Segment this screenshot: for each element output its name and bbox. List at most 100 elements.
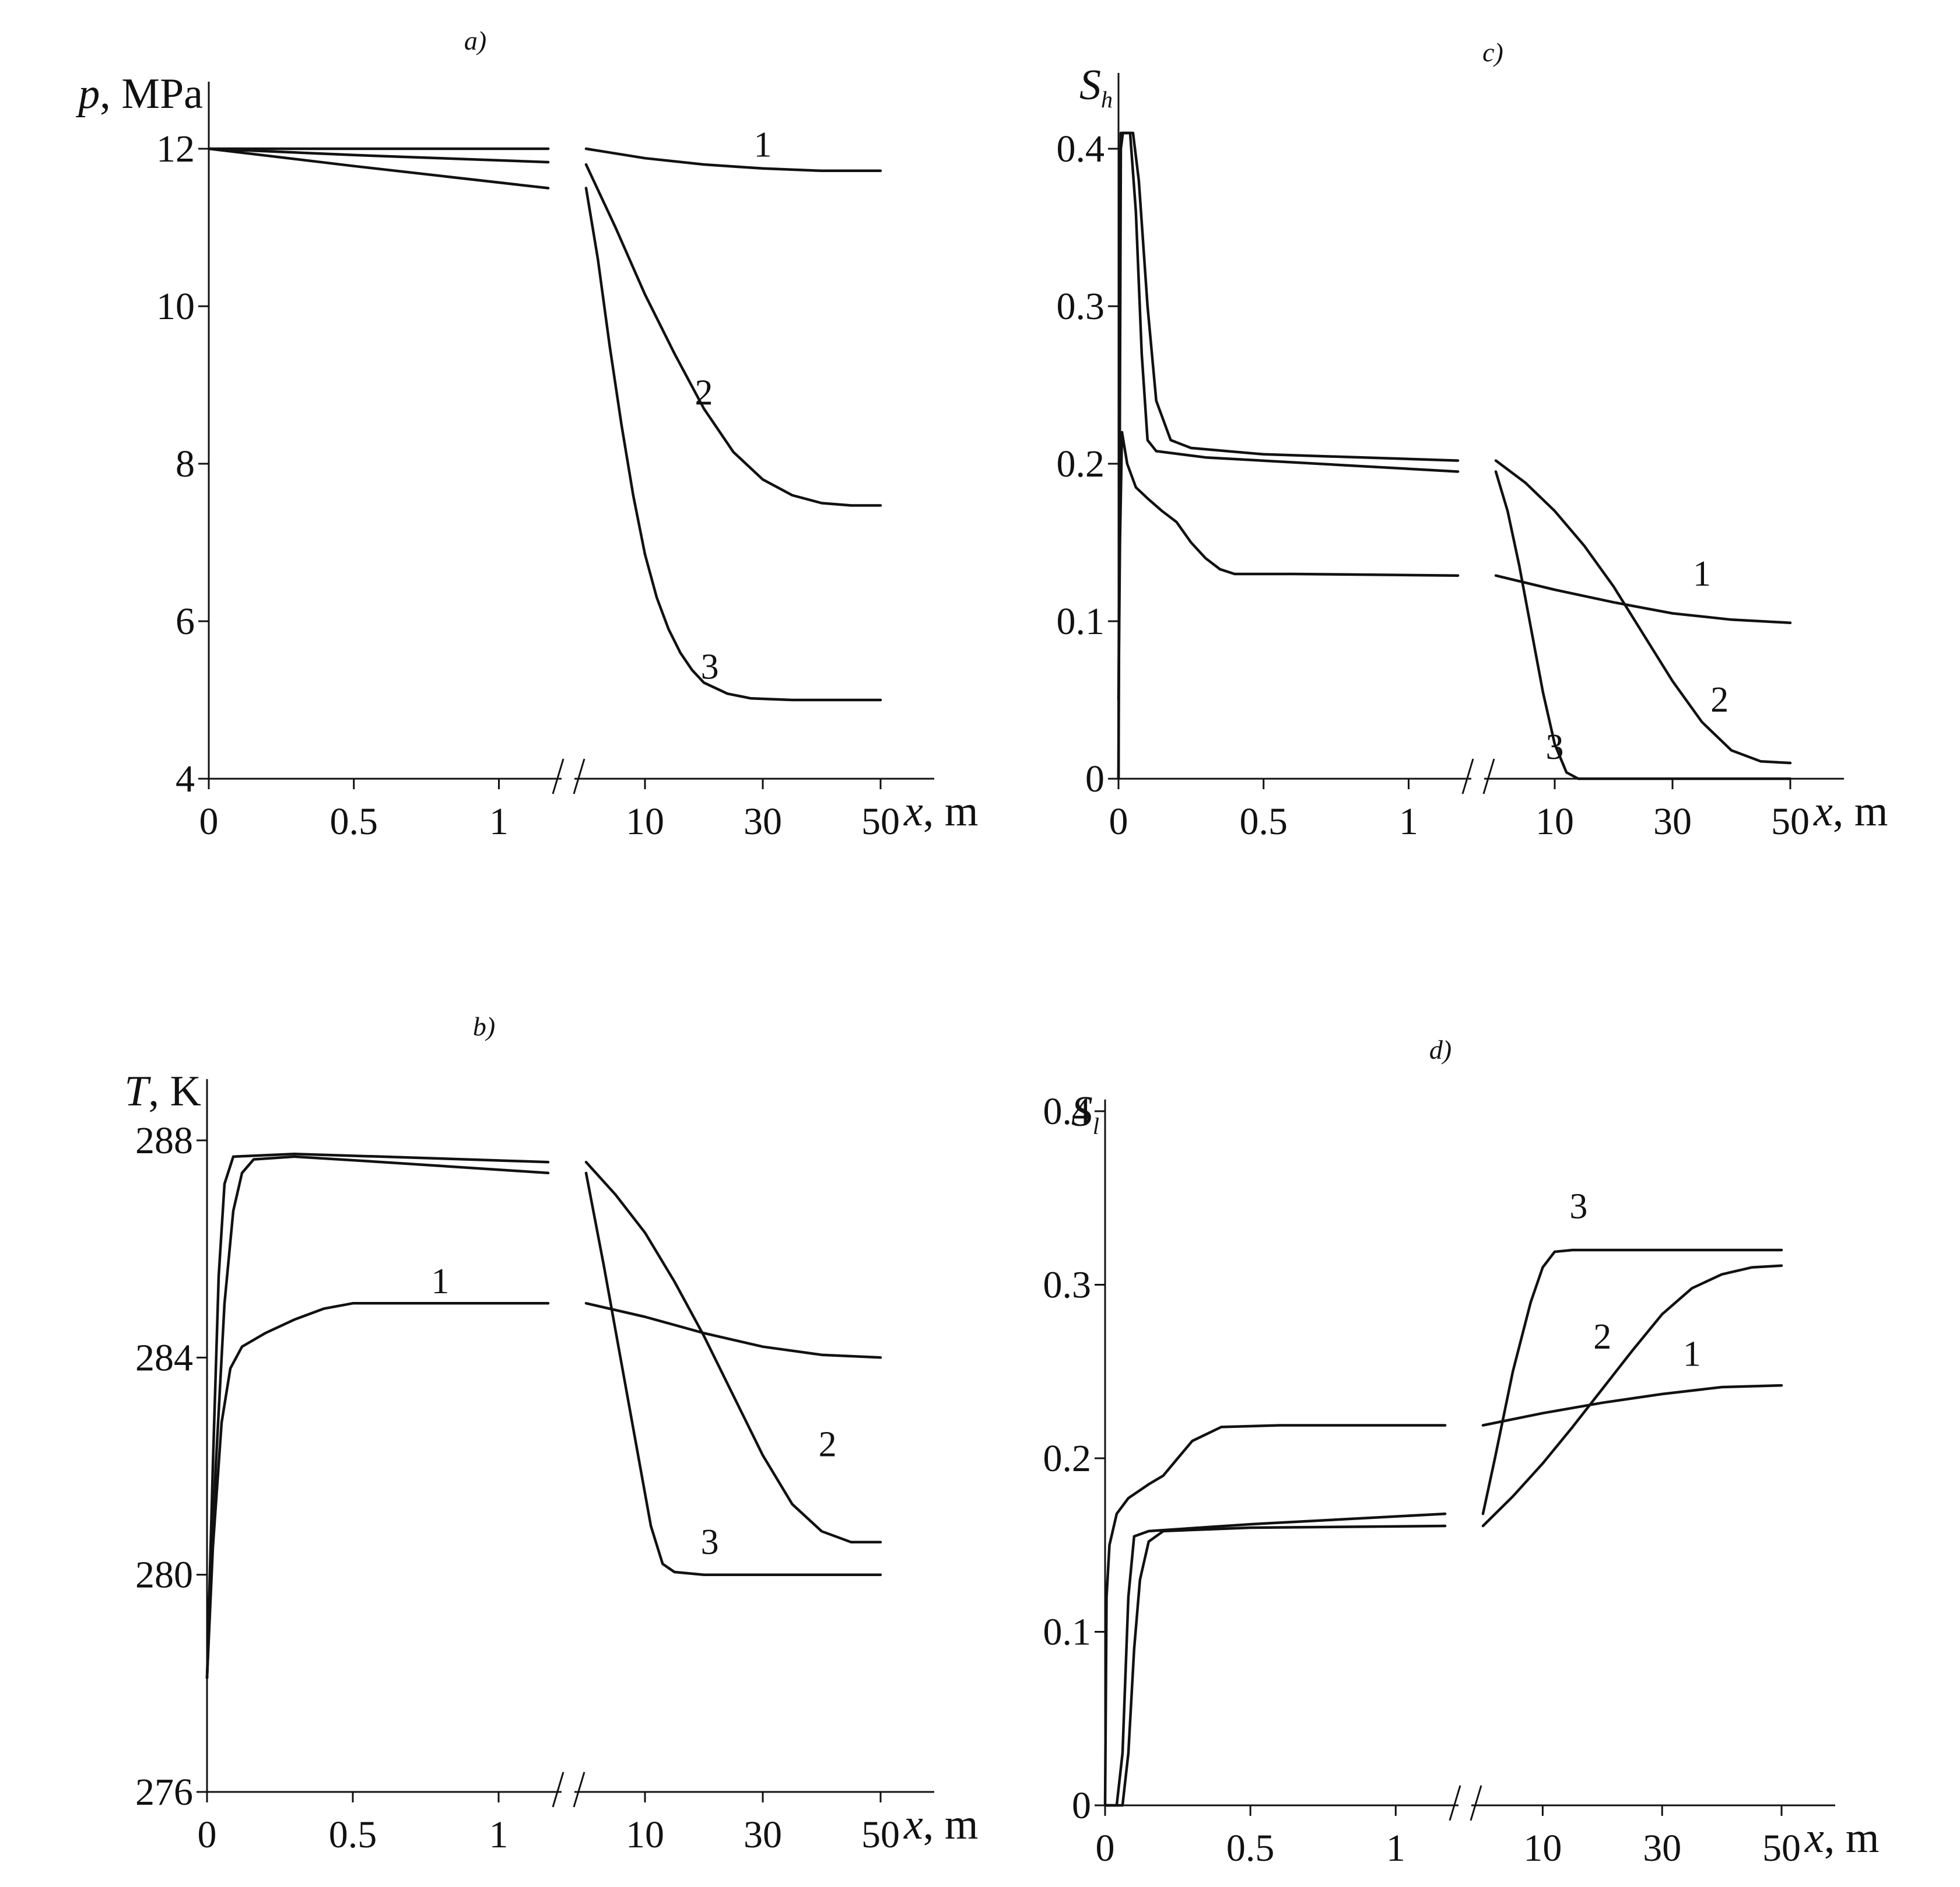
y-axis-symbol: S [1071,1088,1093,1136]
series-label-2: 2 [1593,1317,1611,1357]
y-tick-label: 12 [156,128,195,170]
x-tick-label: 0.5 [1240,800,1288,843]
x-tick-label: 0 [1096,1827,1115,1870]
series-2-line-segment-1 [1117,131,1460,780]
axis-break-mark [1449,1785,1461,1821]
axis-break-mark [552,758,564,794]
x-tick-label: 30 [1653,800,1692,843]
series-label-2: 2 [695,373,713,413]
y-axis-subscript: l [1093,1113,1099,1139]
y-tick-label: 284 [135,1336,193,1379]
series-label-3: 3 [1569,1187,1587,1227]
axis-break-mark [1470,1785,1482,1821]
y-axis-symbol: S [1079,61,1101,109]
y-tick-label: 0.2 [1043,1437,1092,1480]
series-label-3: 3 [701,647,719,687]
y-tick-label: 0.1 [1057,600,1105,643]
y-tick-label: 276 [135,1771,193,1814]
series-label-1: 1 [1683,1335,1701,1374]
series-3-line-segment-1 [1103,1512,1447,1807]
y-tick-label: 0 [1085,758,1105,800]
y-tick-label: 0.3 [1043,1264,1092,1307]
series-1-line-segment-1 [1117,430,1460,702]
series-1-line-segment-2 [584,147,882,173]
panel-title: b) [473,1011,495,1041]
x-tick-label: 50 [861,800,900,843]
series-2-line-segment-1 [207,147,550,164]
y-axis-label: T, K [124,1067,201,1115]
y-axis-label: p, MPa [75,70,203,118]
series-2-line-segment-2 [584,1160,882,1544]
x-axis-label: x, m [1804,1814,1879,1862]
series-3-line-segment-1 [205,1153,550,1679]
x-tick-label: 50 [1771,800,1810,843]
x-tick-label: 30 [1643,1827,1681,1870]
series-1-line-segment-2 [584,1302,882,1359]
x-axis-symbol: x [1804,1814,1824,1862]
axis-break-mark [573,1772,585,1808]
x-tick-label: 0.5 [1226,1827,1275,1870]
y-axis-unit: , K [149,1067,201,1115]
axis-break-mark [1482,758,1495,794]
series-2-line-segment-1 [205,1155,550,1679]
x-tick-label: 0.5 [330,800,378,843]
x-axis-symbol: x [1813,787,1833,835]
series-label-3: 3 [1546,727,1564,767]
y-axis-symbol: p [75,70,100,118]
series-1-line-segment-2 [1494,574,1792,624]
series-label-1: 1 [1693,554,1711,594]
y-tick-label: 0.2 [1057,443,1105,485]
x-tick-label: 0 [1109,800,1128,843]
x-tick-label: 10 [626,1814,664,1856]
y-tick-label: 0.4 [1043,1090,1092,1133]
y-axis-symbol: T [124,1067,151,1115]
x-tick-label: 0.5 [329,1814,377,1856]
series-label-1: 1 [754,125,772,164]
series-3-line-segment-2 [1481,1248,1783,1515]
x-tick-label: 10 [626,800,664,843]
x-tick-label: 1 [489,1814,509,1856]
x-axis-label: x, m [903,1801,978,1849]
y-tick-label: 4 [176,758,195,800]
x-tick-label: 50 [861,1814,900,1856]
series-2-line-segment-2 [584,163,882,507]
y-tick-label: 8 [176,443,195,485]
x-axis-label: x, m [1813,787,1888,835]
panel-d: d) 0 0.1 0.2 0.3 0.4 0 0.5 1 10 30 50 Sl x, m 1 2 3 [1043,1035,1880,1870]
series-label-1: 1 [432,1262,450,1301]
panel-title: d) [1429,1035,1451,1065]
x-axis-label: x, m [903,787,978,835]
panel-b: b) 276 280 284 288 0 0.5 1 10 30 50 T, K x, m 1 2 3 [124,1011,978,1856]
y-tick-label: 0 [1072,1784,1091,1827]
x-tick-label: 10 [1523,1827,1562,1870]
x-tick-label: 30 [744,1814,782,1856]
x-axis-symbol: x [903,787,923,835]
x-axis-symbol: x [903,1801,923,1849]
series-label-2: 2 [1710,680,1728,720]
x-tick-label: 1 [489,800,509,843]
y-axis-subscript: h [1101,86,1113,113]
x-axis-unit: , m [923,1801,979,1849]
y-tick-label: 280 [135,1554,193,1597]
axis-break-mark [573,758,585,794]
series-1-line-segment-2 [1481,1384,1783,1427]
y-tick-label: 0.3 [1057,285,1105,328]
panel-title: c) [1482,37,1503,67]
series-2-line-segment-2 [1494,459,1792,765]
series-3-line-segment-2 [584,1171,882,1576]
y-tick-label: 6 [176,600,195,643]
series-1-line-segment-1 [205,1302,550,1679]
x-tick-label: 50 [1762,1827,1801,1870]
x-axis-unit: , m [923,787,979,835]
y-axis-label: Sh [1079,61,1113,113]
y-tick-label: 288 [135,1119,193,1162]
y-tick-label: 0.1 [1043,1611,1092,1654]
x-tick-label: 30 [744,800,782,843]
x-tick-label: 1 [1399,800,1418,843]
series-2-line-segment-1 [1103,1524,1447,1807]
x-tick-label: 10 [1535,800,1574,843]
panel-c: c) 0 0.1 0.2 0.3 0.4 0 0.5 1 10 30 50 Sh x, m 1 2 3 [1057,37,1888,843]
axis-break-mark [552,1772,564,1808]
